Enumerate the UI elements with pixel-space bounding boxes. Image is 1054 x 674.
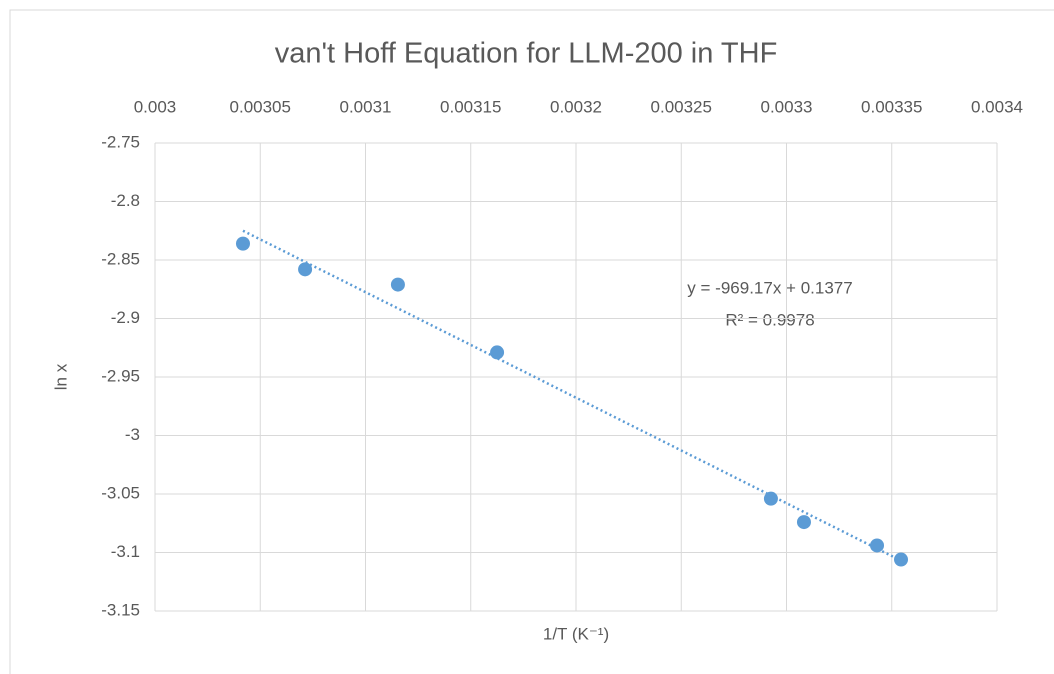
annotation: R² = 0.9978 (725, 310, 814, 329)
x-tick-label: 0.00335 (861, 97, 922, 116)
y-tick-label: -3 (125, 425, 140, 444)
x-tick-label: 0.00325 (651, 97, 712, 116)
x-tick-label: 0.0034 (971, 97, 1023, 116)
point (298, 262, 313, 277)
x-tick-label: 0.0032 (550, 97, 602, 116)
point (390, 277, 405, 292)
x-axis-title: 1/T (K⁻¹) (543, 624, 609, 643)
y-tick-label: -2.75 (101, 132, 140, 151)
point (490, 345, 505, 360)
y-tick-label: -2.95 (101, 366, 140, 385)
x-tick-label: 0.0031 (340, 97, 392, 116)
x-tick-label: 0.00315 (440, 97, 501, 116)
y-tick-label: -2.85 (101, 249, 140, 268)
point (796, 515, 811, 530)
point (870, 538, 885, 553)
x-tick-label: 0.003 (134, 97, 177, 116)
point (763, 491, 778, 506)
point (894, 552, 909, 567)
y-tick-label: -3.05 (101, 483, 140, 502)
chart-title: van't Hoff Equation for LLM-200 in THF (275, 38, 778, 70)
y-tick-label: -3.15 (101, 600, 140, 619)
point (235, 236, 250, 251)
y-axis-title: ln x (51, 363, 70, 390)
annotation: y = -969.17x + 0.1377 (687, 278, 852, 297)
x-tick-label: 0.0033 (761, 97, 813, 116)
y-tick-label: -2.9 (111, 308, 140, 327)
y-tick-label: -2.8 (111, 191, 140, 210)
chart-border (9, 9, 1054, 674)
y-tick-label: -3.1 (111, 542, 140, 561)
x-tick-label: 0.00305 (230, 97, 291, 116)
